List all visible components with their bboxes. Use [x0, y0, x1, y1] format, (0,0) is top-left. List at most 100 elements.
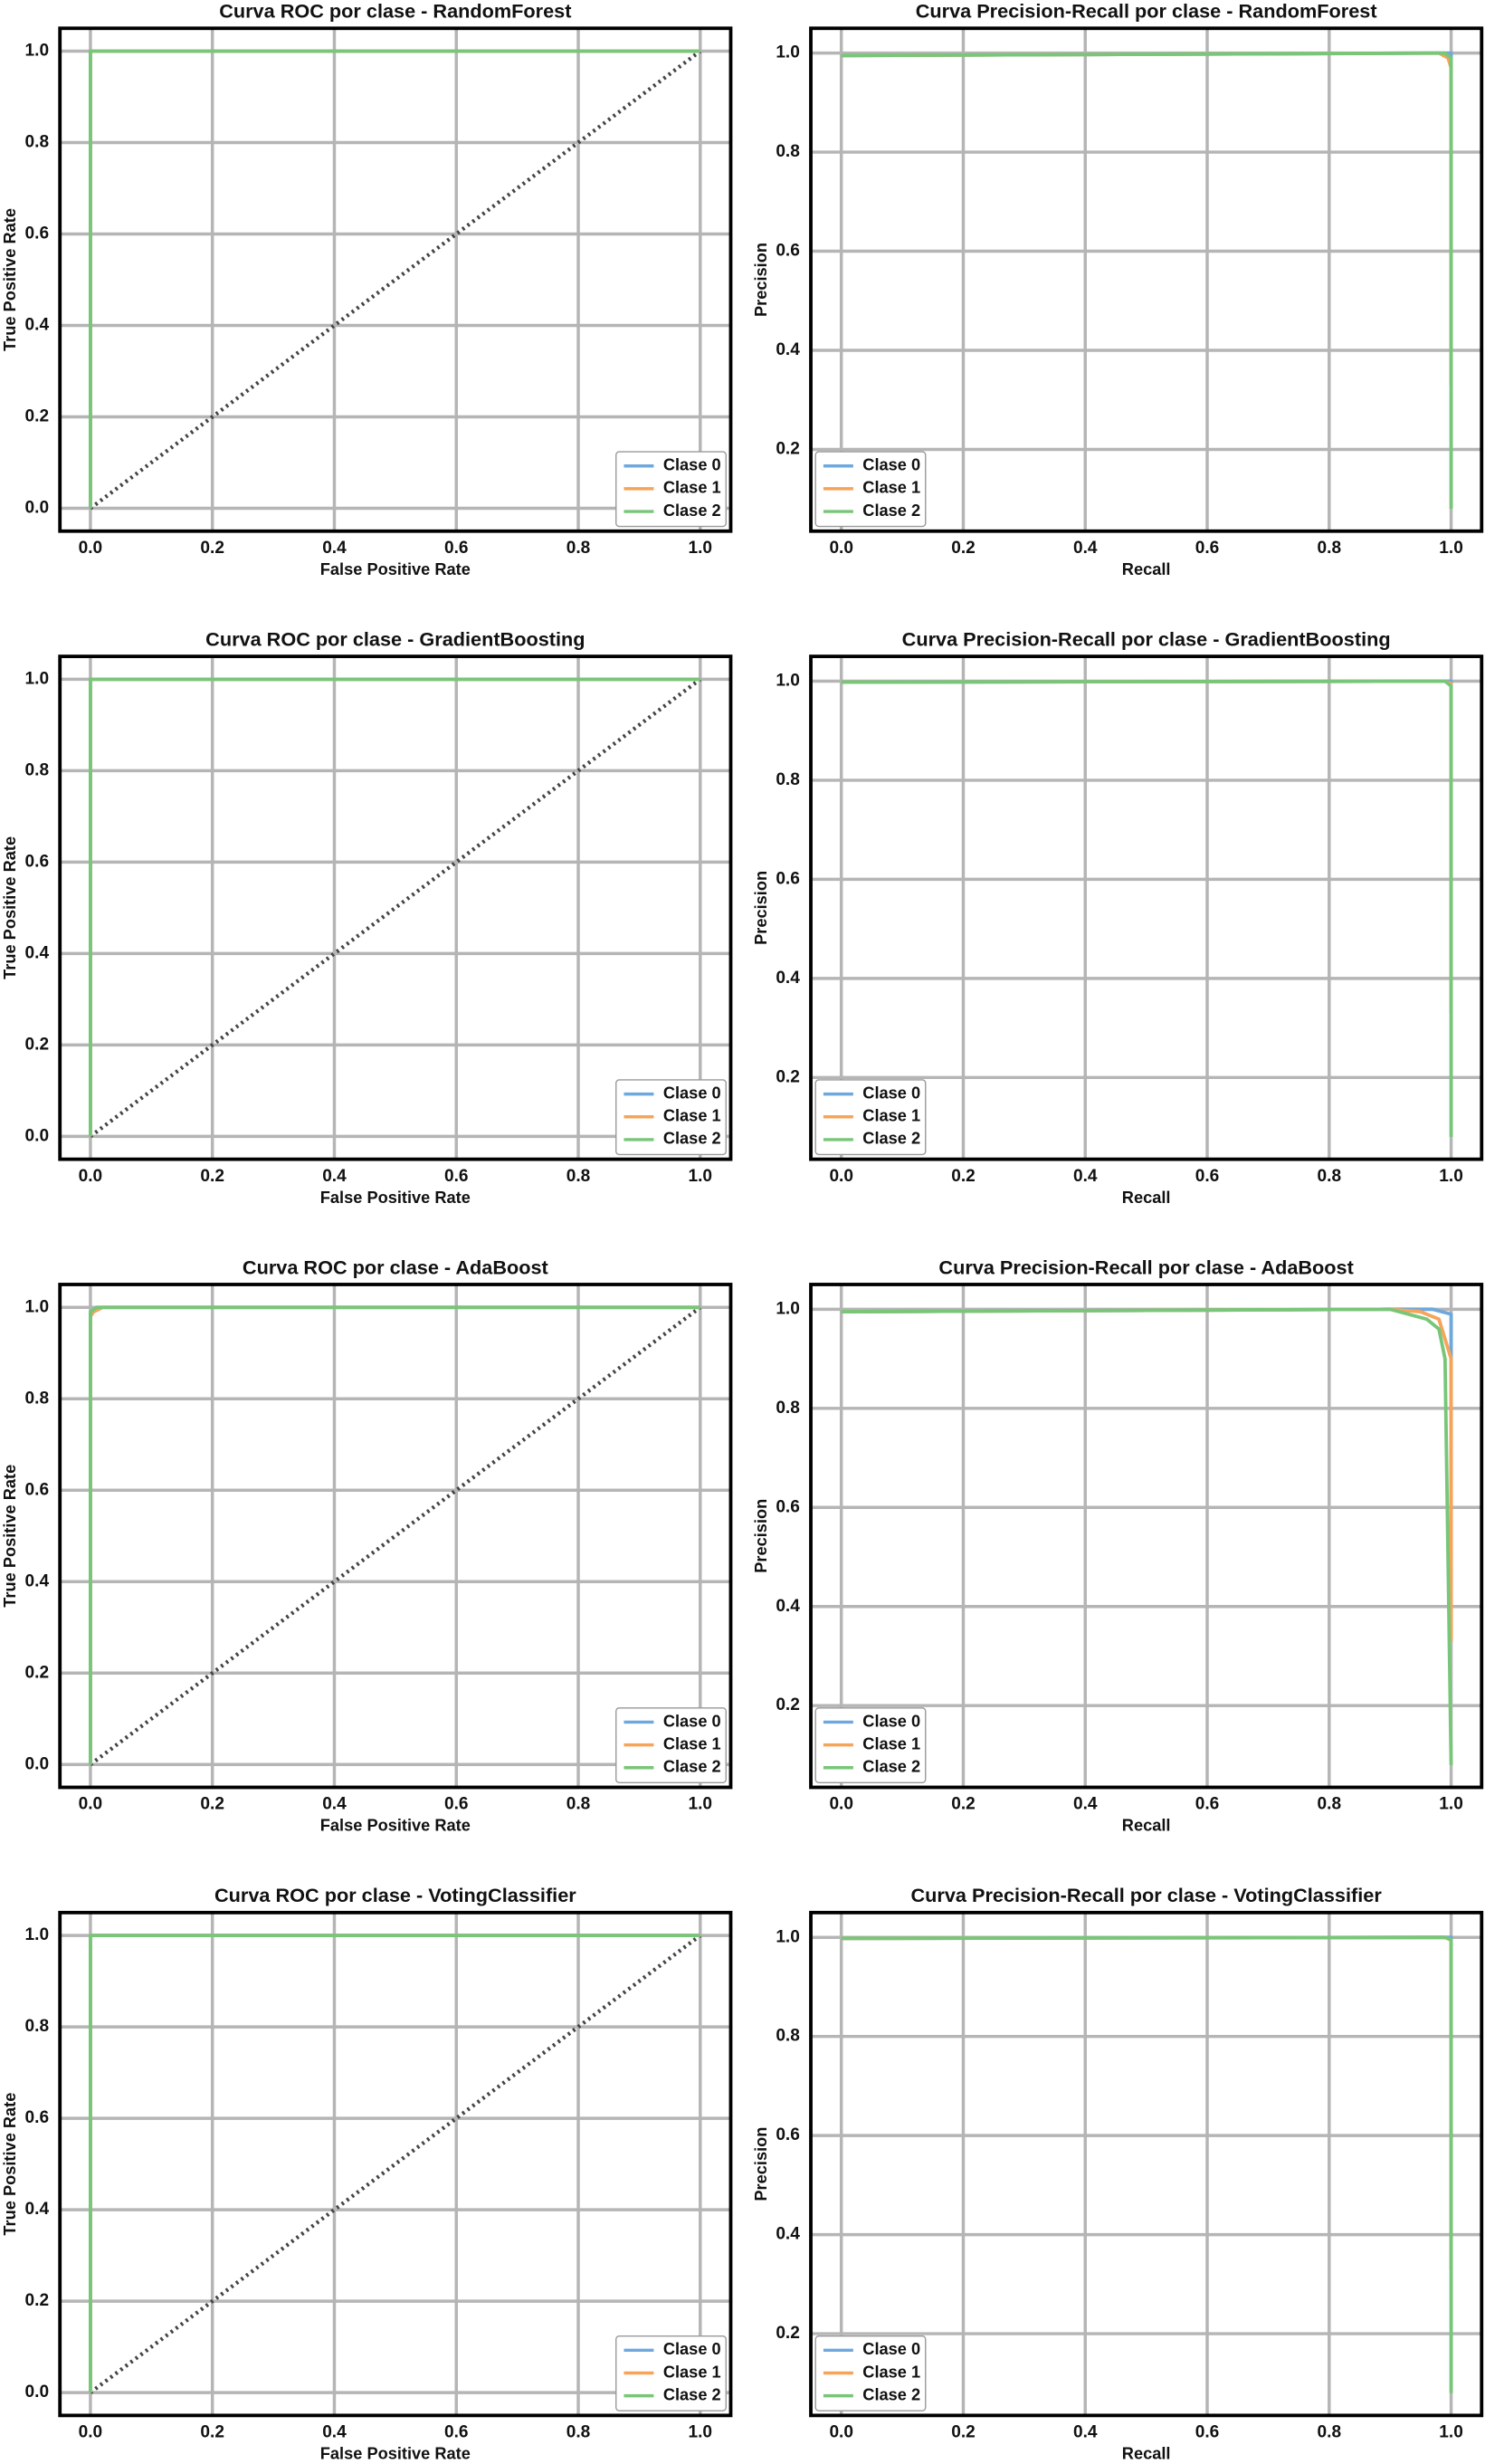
x-tick-label: 0.6 [444, 1795, 469, 1814]
y-tick-label: 0.2 [25, 1663, 50, 1682]
legend-box [814, 451, 927, 528]
legend-label: Clase 2 [862, 1758, 920, 1776]
legend-label: Clase 0 [663, 1712, 721, 1730]
x-axis-label: False Positive Rate [320, 1817, 471, 1835]
legend-box [615, 1707, 727, 1783]
legend-box [615, 451, 727, 528]
legend-label: Clase 0 [862, 1084, 920, 1102]
y-tick-label: 0.2 [25, 1035, 50, 1054]
y-tick-label: 1.0 [25, 42, 50, 61]
y-tick-label: 0.8 [776, 142, 800, 161]
x-axis-label: Recall [1122, 560, 1171, 578]
legend-label: Clase 1 [663, 1734, 721, 1752]
x-axis-label: Recall [1122, 1189, 1171, 1207]
y-tick-label: 0.4 [25, 943, 50, 962]
y-tick-label: 0.2 [25, 407, 50, 426]
x-tick-label: 0.0 [829, 539, 853, 558]
legend-label: Clase 1 [862, 1734, 920, 1752]
x-tick-label: 0.8 [1318, 2423, 1342, 2442]
y-axis-label: True Positive Rate [1, 2093, 19, 2236]
chart-title: Curva Precision-Recall por clase - AdaBo… [938, 1256, 1353, 1278]
x-tick-label: 1.0 [1439, 1167, 1463, 1186]
x-tick-label: 0.0 [79, 1167, 103, 1186]
x-tick-label: 0.4 [322, 539, 347, 558]
y-tick-label: 0.4 [776, 340, 800, 359]
legend-label: Clase 0 [862, 1712, 920, 1730]
x-tick-label: 0.6 [1195, 1795, 1220, 1814]
reference-line [89, 1305, 702, 1766]
x-tick-label: 0.4 [322, 2423, 347, 2442]
legend-label: Clase 1 [663, 479, 721, 497]
legend: Clase 0 Clase 1 Clase 2 [615, 1079, 727, 1156]
x-tick-label: 0.6 [444, 2423, 469, 2442]
y-tick-label: 0.6 [25, 1480, 50, 1499]
y-tick-label: 0.8 [776, 2027, 800, 2046]
series-line [841, 1307, 1453, 1642]
x-tick-label: 0.2 [951, 2423, 976, 2442]
legend-label: Clase 0 [862, 2340, 920, 2358]
chart-title: Curva ROC por clase - GradientBoosting [205, 627, 585, 650]
series-line [841, 679, 1453, 1014]
x-axis-label: False Positive Rate [320, 560, 471, 578]
y-tick-label: 0.4 [25, 2200, 50, 2219]
y-tick-label: 0.6 [776, 1497, 800, 1516]
x-tick-label: 1.0 [689, 1167, 713, 1186]
y-tick-label: 0.6 [776, 2125, 800, 2144]
legend-label: Clase 0 [663, 456, 721, 474]
series-line [89, 1934, 700, 2393]
y-tick-label: 0.6 [25, 2108, 50, 2127]
x-tick-label: 0.8 [1318, 539, 1342, 558]
y-tick-label: 0.0 [25, 2383, 50, 2402]
y-tick-label: 0.8 [776, 1399, 800, 1418]
legend-label: Clase 1 [663, 2363, 721, 2381]
x-tick-label: 0.6 [1195, 2423, 1220, 2442]
legend-label: Clase 2 [862, 1130, 920, 1148]
y-axis-label: Precision [752, 243, 770, 317]
x-axis-label: False Positive Rate [320, 1189, 471, 1207]
x-tick-label: 0.8 [566, 539, 591, 558]
legend-box [615, 2335, 727, 2411]
legend-label: Clase 0 [862, 456, 920, 474]
legend-label: Clase 2 [663, 1758, 721, 1776]
x-tick-label: 0.4 [1073, 539, 1098, 558]
panel: 0.0 0.2 0.4 0.6 0.8 1.0 0.2 0.4 0.6 0.8 1.0 Curva P… [752, 0, 1484, 578]
y-tick-label: 1.0 [776, 43, 800, 62]
x-tick-label: 0.4 [1073, 1795, 1098, 1814]
plot-frame [809, 1910, 1484, 2418]
chart-title: Curva ROC por clase - AdaBoost [243, 1256, 548, 1278]
legend: Clase 0 Clase 1 Clase 2 [615, 2335, 727, 2411]
y-tick-label: 1.0 [25, 1925, 50, 1944]
x-tick-label: 0.2 [951, 1167, 976, 1186]
x-tick-label: 0.8 [566, 2423, 591, 2442]
y-tick-label: 0.6 [776, 869, 800, 888]
legend: Clase 0 Clase 1 Clase 2 [814, 1079, 927, 1156]
y-tick-label: 0.8 [776, 770, 800, 789]
chart-title: Curva ROC por clase - VotingClassifier [214, 1884, 576, 1906]
panel: 0.0 0.2 0.4 0.6 0.8 1.0 0.0 0.2 0.4 0.6 0.8 1.0 Curv… [1, 1256, 733, 1835]
plot-frame [58, 1283, 733, 1790]
x-tick-label: 0.8 [566, 1795, 591, 1814]
y-axis-label: Precision [752, 2127, 770, 2201]
x-tick-label: 0.6 [444, 1167, 469, 1186]
legend-label: Clase 1 [862, 1107, 920, 1125]
y-tick-label: 0.6 [776, 242, 800, 261]
y-tick-label: 0.4 [25, 316, 50, 335]
y-tick-label: 0.4 [25, 1571, 50, 1590]
y-tick-label: 1.0 [776, 1299, 800, 1318]
series-line [841, 1935, 1453, 2269]
x-tick-label: 0.0 [829, 1167, 853, 1186]
legend-label: Clase 2 [862, 501, 920, 520]
legend: Clase 0 Clase 1 Clase 2 [615, 1707, 727, 1783]
series-line [841, 51, 1453, 510]
legend-box [814, 1707, 927, 1783]
legend-box [814, 1079, 927, 1156]
y-tick-label: 0.6 [25, 224, 50, 244]
reference-line [89, 1934, 702, 2394]
series-line [841, 679, 1453, 1014]
y-axis-label: Precision [752, 871, 770, 945]
x-tick-label: 0.8 [566, 1167, 591, 1186]
x-tick-label: 0.0 [829, 2423, 853, 2442]
legend: Clase 0 Clase 1 Clase 2 [615, 451, 727, 528]
y-tick-label: 0.8 [25, 2017, 50, 2036]
